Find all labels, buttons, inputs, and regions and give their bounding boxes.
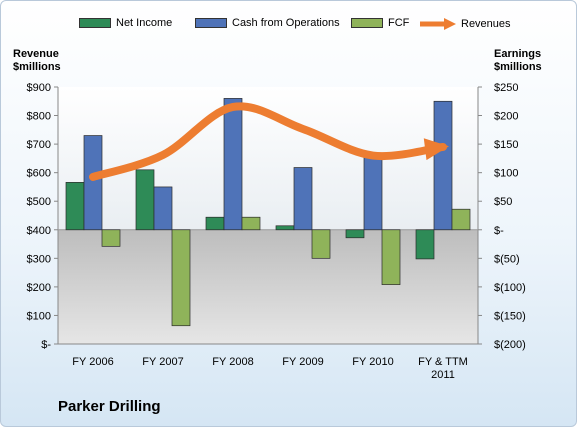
- right-axis-title: Earnings $millions: [494, 48, 542, 74]
- bar-cash-from-operations: [433, 100, 453, 231]
- revenues-arrowhead: [423, 138, 449, 161]
- revenues-line: [89, 102, 447, 181]
- x-axis-tick-label: FY 2010: [352, 356, 393, 368]
- right-axis-tick-label: $(100): [494, 282, 526, 294]
- revenues-arrow-icon: [420, 18, 456, 30]
- right-axis-tick-label: $(200): [494, 339, 526, 351]
- bar-fcf: [311, 229, 331, 259]
- bar-fcf: [241, 216, 261, 231]
- bar-cash-from-operations: [293, 167, 313, 231]
- x-axis-tick-label: FY 2009: [282, 356, 323, 368]
- legend-label: Net Income: [116, 17, 173, 29]
- left-axis-title-line2: $millions: [13, 61, 61, 73]
- cash-from-operations-swatch: [195, 18, 227, 28]
- left-axis-tick-label: $700: [27, 139, 51, 151]
- x-axis-tick-label: FY 2007: [142, 356, 183, 368]
- chart-title: Parker Drilling: [58, 398, 161, 415]
- bar-fcf: [101, 229, 121, 247]
- right-axis-tick-label: $200: [494, 111, 518, 123]
- right-axis-tick-label: $-: [494, 225, 504, 237]
- left-axis-tick-label: $200: [27, 282, 51, 294]
- legend-item-revenues: Revenues: [419, 17, 511, 31]
- right-axis-tick-label: $250: [494, 82, 518, 94]
- bar-net-income: [65, 182, 85, 231]
- right-axis-tick-label: $100: [494, 168, 518, 180]
- left-axis-tick-label: $900: [27, 82, 51, 94]
- legend-item-cash-from-operations: Cash from Operations: [195, 17, 340, 29]
- legend-item-fcf: FCF: [351, 17, 409, 29]
- bar-cash-from-operations: [153, 186, 173, 231]
- right-axis-tick-label: $(150): [494, 310, 526, 322]
- x-axis-tick-label: 2011: [431, 369, 455, 381]
- net-income-swatch: [79, 18, 111, 28]
- left-axis-tick-label: $100: [27, 310, 51, 322]
- left-axis-title-line1: Revenue: [13, 48, 59, 60]
- plot-background-upper: [58, 87, 478, 230]
- legend-label: Cash from Operations: [232, 17, 340, 29]
- x-axis-tick-label: FY & TTM: [418, 356, 468, 368]
- right-axis-tick-label: $150: [494, 139, 518, 151]
- left-axis-tick-label: $500: [27, 196, 51, 208]
- bar-net-income: [135, 169, 155, 231]
- legend-label: FCF: [388, 17, 410, 29]
- bar-cash-from-operations: [83, 135, 103, 231]
- left-axis-tick-label: $-: [41, 339, 51, 351]
- left-axis-tick-label: $400: [27, 225, 51, 237]
- bar-net-income: [415, 229, 435, 260]
- right-axis-tick-label: $50: [494, 196, 512, 208]
- left-axis-tick-label: $600: [27, 168, 51, 180]
- legend-item-net-income: Net Income: [79, 17, 172, 29]
- left-axis-title: Revenue $millions: [13, 48, 61, 74]
- bar-fcf: [381, 229, 401, 285]
- right-axis-tick-label: $(50): [494, 253, 520, 265]
- x-axis-tick-label: FY 2006: [72, 356, 113, 368]
- plot-background-lower: [58, 229, 478, 344]
- bar-net-income: [275, 225, 295, 231]
- bar-fcf: [451, 208, 471, 231]
- right-axis-title-line2: $millions: [494, 61, 542, 73]
- left-axis-tick-label: $300: [27, 253, 51, 265]
- legend-label: Revenues: [461, 18, 511, 30]
- bar-net-income: [205, 216, 225, 231]
- x-axis-tick-label: FY 2008: [212, 356, 253, 368]
- bar-cash-from-operations: [363, 155, 383, 231]
- bar-cash-from-operations: [223, 98, 243, 231]
- left-axis-tick-label: $800: [27, 111, 51, 123]
- bar-fcf: [171, 229, 191, 327]
- right-axis-title-line1: Earnings: [494, 48, 542, 60]
- fcf-swatch: [351, 18, 383, 28]
- bar-net-income: [345, 229, 365, 239]
